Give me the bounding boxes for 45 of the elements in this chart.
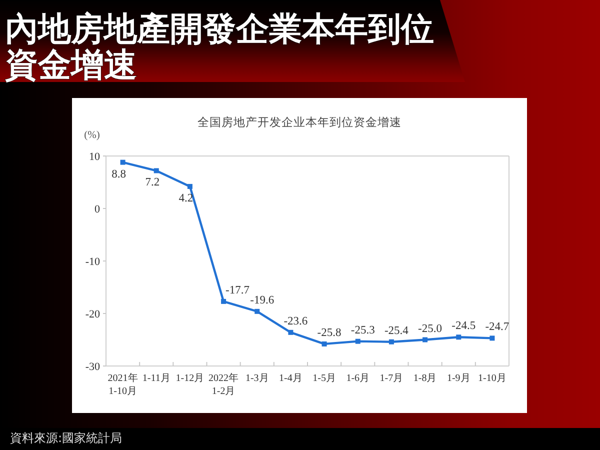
data-label: -25.4 [384, 324, 409, 337]
x-tick-label: 1-4月 [279, 373, 302, 384]
y-tick-label: -30 [85, 360, 100, 373]
x-tick-label: 1-7月 [380, 373, 404, 384]
source-note: 資料來源:國家統計局 [10, 431, 122, 445]
chart-subtitle: 全国房地产开发企业本年到位资金增速 [198, 115, 402, 129]
point [254, 308, 260, 314]
point [490, 336, 495, 341]
x-tick-label: 1-6月 [346, 373, 370, 384]
chart-title: 內地房地產開發企業本年到位資金增速 [4, 9, 434, 84]
y-axis-title: (%) [84, 130, 100, 141]
point [388, 339, 394, 344]
data-label: -25.0 [418, 322, 442, 335]
x-tick-label: 1-9月 [446, 373, 470, 384]
point [288, 330, 294, 335]
x-tick-label: 2022年 1-2月 [208, 372, 239, 397]
data-label: -23.6 [284, 315, 308, 328]
x-tick-label: 1-8月 [413, 373, 437, 384]
data-label: -25.8 [317, 326, 342, 339]
x-tick-label: 2021年 1-10月 [108, 372, 138, 397]
data-label: 7.2 [145, 176, 160, 189]
point [422, 337, 428, 342]
point [187, 184, 192, 189]
data-label: -24.5 [452, 320, 476, 332]
data-label: -19.6 [250, 294, 274, 306]
point [322, 341, 327, 346]
x-tick-label: 1-3月 [245, 373, 269, 384]
y-tick-label: 0 [94, 203, 100, 216]
point [154, 168, 159, 174]
data-label: -17.7 [226, 284, 250, 296]
point [120, 160, 126, 165]
point [221, 298, 226, 304]
data-label: 4.2 [178, 192, 194, 204]
point [355, 338, 360, 344]
x-tick-label: 1-11月 [142, 373, 170, 384]
point [456, 334, 462, 340]
y-tick-label: -20 [85, 308, 100, 320]
data-label: -24.7 [485, 321, 510, 334]
x-tick-label: 1-12月 [176, 373, 204, 384]
data-label: -25.3 [350, 324, 376, 336]
x-tick-label: 1-5月 [312, 373, 336, 384]
data-label: 8.8 [112, 168, 126, 180]
y-tick-label: -10 [85, 256, 100, 268]
x-tick-label: 1-10月 [478, 373, 506, 384]
y-tick-label: 10 [89, 150, 100, 163]
